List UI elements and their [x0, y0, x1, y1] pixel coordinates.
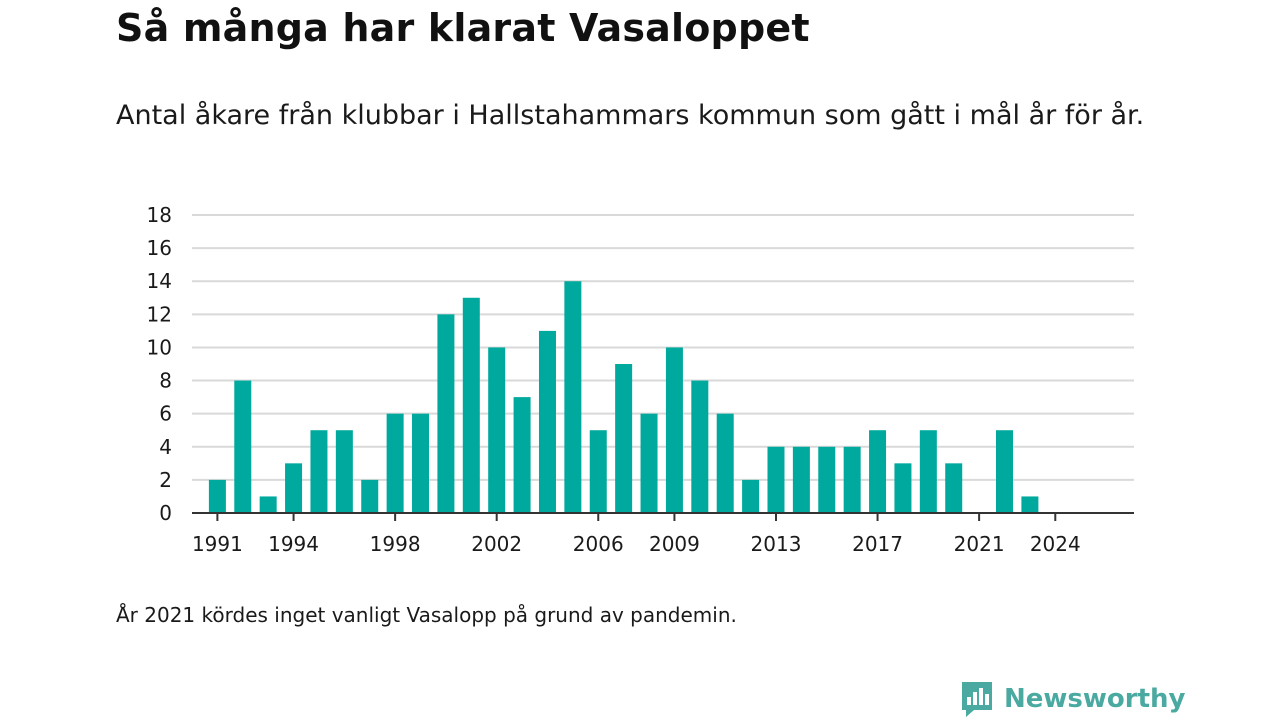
bar — [716, 413, 734, 513]
axis-layer — [192, 512, 1134, 521]
footnote: År 2021 kördes inget vanligt Vasalopp på… — [116, 603, 737, 627]
grid-layer — [192, 214, 1134, 481]
bar-layer — [208, 281, 1039, 513]
bar — [335, 430, 353, 513]
y-tick-label: 8 — [159, 369, 172, 393]
y-tick-label: 4 — [159, 435, 172, 459]
bar — [437, 314, 455, 513]
y-tick-label: 14 — [147, 269, 172, 293]
y-tick-label: 18 — [147, 203, 172, 227]
bar — [1021, 496, 1039, 513]
y-tick-label: 6 — [159, 402, 172, 426]
bar — [615, 364, 633, 513]
bar — [869, 430, 887, 513]
bar — [767, 446, 785, 513]
bar — [945, 463, 963, 513]
bar-chart: 0 2 4 6 8 10 12 14 16 18 1991 1994 1998 2002 2006 2009 2… — [147, 203, 1134, 556]
x-tick-label: 2009 — [649, 532, 700, 556]
bar — [310, 430, 328, 513]
x-tick-label: 1991 — [192, 532, 243, 556]
x-tick-label: 2021 — [954, 532, 1005, 556]
bar — [386, 413, 404, 513]
bar — [412, 413, 430, 513]
bar — [843, 446, 861, 513]
bar — [488, 347, 506, 513]
x-tick-label: 2017 — [852, 532, 903, 556]
bar — [640, 413, 658, 513]
x-tick-label: 1998 — [370, 532, 421, 556]
y-tick-label: 16 — [147, 236, 172, 260]
bar — [665, 347, 683, 513]
y-tick-label: 2 — [159, 468, 172, 492]
x-tick-label: 2024 — [1030, 532, 1081, 556]
y-tick-label: 10 — [147, 335, 172, 359]
x-tick-label: 2002 — [471, 532, 522, 556]
brand-name: Newsworthy — [1004, 684, 1186, 714]
bar — [564, 281, 582, 513]
x-tick-label: 2006 — [573, 532, 624, 556]
newsworthy-logo-icon — [962, 682, 992, 717]
bar — [285, 463, 303, 513]
bar — [996, 430, 1014, 513]
bar — [361, 479, 379, 513]
y-tick-label: 0 — [159, 501, 172, 525]
chart-subtitle: Antal åkare från klubbar i Hallstahammar… — [116, 100, 1145, 131]
bar — [894, 463, 912, 513]
bar — [792, 446, 810, 513]
bar — [818, 446, 836, 513]
bar — [208, 479, 226, 513]
bar — [513, 397, 531, 513]
label-layer: 0 2 4 6 8 10 12 14 16 18 1991 1994 1998 2002 2006 2009 2… — [147, 203, 1081, 556]
bar — [259, 496, 277, 513]
bar — [919, 430, 937, 513]
bar — [589, 430, 607, 513]
bar — [538, 330, 556, 513]
bar — [462, 297, 480, 513]
x-tick-label: 1994 — [268, 532, 319, 556]
bar — [691, 380, 709, 513]
x-tick-label: 2013 — [751, 532, 802, 556]
chart-title: Så många har klarat Vasaloppet — [116, 6, 810, 50]
bar — [742, 479, 760, 513]
y-tick-label: 12 — [147, 302, 172, 326]
brand: Newsworthy — [960, 680, 1185, 718]
bar — [234, 380, 252, 513]
